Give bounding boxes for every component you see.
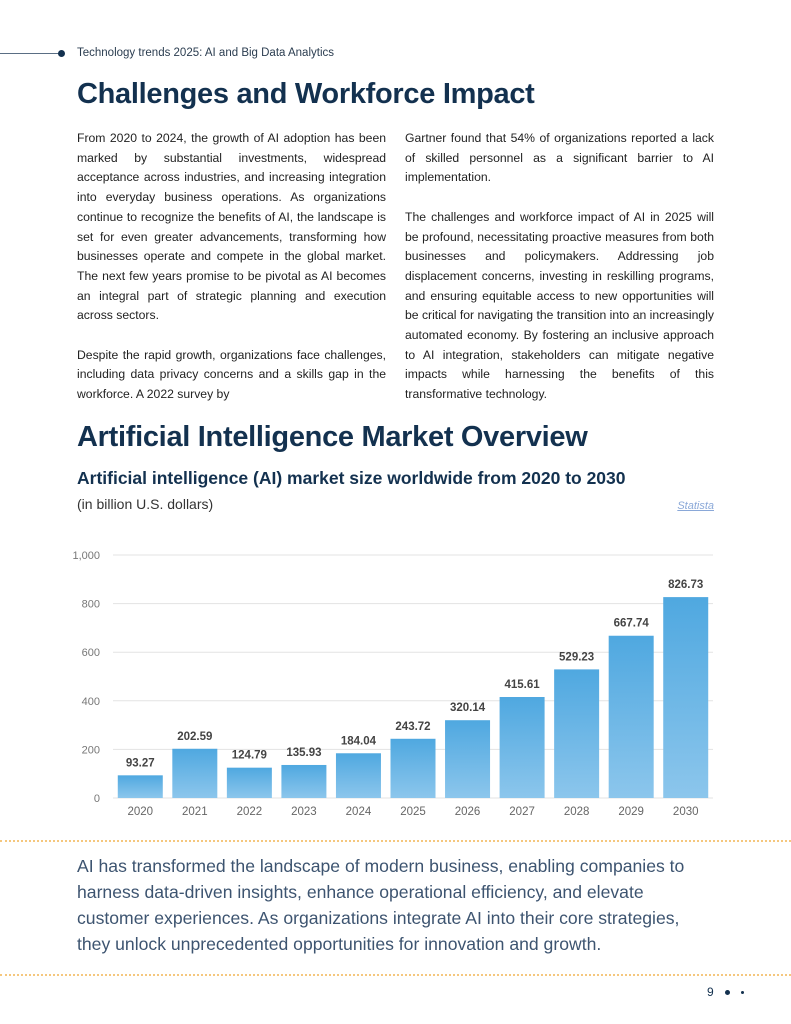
running-title: Technology trends 2025: AI and Big Data …: [77, 47, 334, 59]
page-dot: [725, 990, 730, 995]
data-label: 529.23: [559, 651, 594, 663]
data-label: 135.93: [286, 747, 321, 759]
chart-title: Artificial intelligence (AI) market size…: [77, 468, 626, 488]
x-tick-label: 2021: [182, 806, 208, 818]
y-tick-label: 1,000: [72, 550, 100, 562]
x-tick-label: 2026: [455, 806, 481, 818]
bar-2022: [226, 767, 272, 798]
x-tick-label: 2030: [673, 806, 699, 818]
page-number: 9: [707, 985, 714, 999]
chart-subtitle: (in billion U.S. dollars): [77, 496, 214, 512]
bar-2027: [499, 697, 545, 798]
data-label: 415.61: [504, 679, 540, 691]
section-title-challenges: Challenges and Workforce Impact: [77, 78, 535, 110]
x-tick-label: 2027: [509, 806, 535, 818]
bar-2030: [663, 597, 709, 798]
bar-chart: 0 200 400 600 800 1,000 93.27 2020 202.59 2021 124…: [72, 550, 713, 818]
paragraph: Gartner found that 54% of organizations …: [405, 131, 714, 185]
paragraph: From 2020 to 2024, the growth of AI adop…: [77, 131, 386, 323]
page-dot: [741, 991, 744, 994]
x-tick-label: 2028: [564, 806, 590, 818]
bar-2020: [117, 775, 163, 798]
bar-2021: [172, 748, 218, 798]
y-tick-label: 200: [82, 744, 100, 756]
x-tick-label: 2029: [618, 806, 644, 818]
header-rule: [0, 53, 60, 54]
paragraph: The challenges and workforce impact of A…: [405, 209, 714, 402]
right-column: Gartner found that 54% of organizations …: [405, 129, 714, 425]
x-tick-label: 2024: [346, 806, 372, 818]
bar-2028: [554, 669, 600, 798]
callout-text: AI has transformed the landscape of mode…: [77, 856, 685, 954]
x-tick-label: 2025: [400, 806, 426, 818]
x-tick-label: 2020: [127, 806, 153, 818]
section-title-market: Artificial Intelligence Market Overview: [77, 421, 588, 453]
left-column: From 2020 to 2024, the growth of AI adop…: [77, 129, 386, 425]
data-label: 202.59: [177, 731, 212, 743]
bar-2029: [608, 635, 654, 798]
x-tick-label: 2022: [237, 806, 263, 818]
y-tick-label: 0: [94, 793, 100, 805]
y-tick-label: 800: [82, 599, 100, 611]
y-tick-label: 600: [82, 647, 100, 659]
data-label: 320.14: [450, 702, 486, 714]
data-label: 826.73: [668, 579, 703, 591]
data-label: 667.74: [614, 618, 650, 630]
data-label: 243.72: [395, 721, 430, 733]
bar-2024: [335, 753, 381, 798]
bar-2023: [281, 764, 327, 798]
source-link[interactable]: Statista: [677, 500, 714, 512]
data-label: 184.04: [341, 735, 377, 747]
paragraph: Despite the rapid growth, organizations …: [77, 347, 386, 402]
data-label: 93.27: [126, 757, 155, 769]
divider-bottom: [0, 974, 791, 976]
bar-2025: [390, 738, 436, 798]
y-tick-label: 400: [82, 696, 100, 708]
x-tick-label: 2023: [291, 806, 317, 818]
divider-top: [0, 840, 791, 842]
data-label: 124.79: [232, 750, 267, 762]
header-dot: [58, 50, 65, 57]
bar-2026: [445, 720, 491, 798]
